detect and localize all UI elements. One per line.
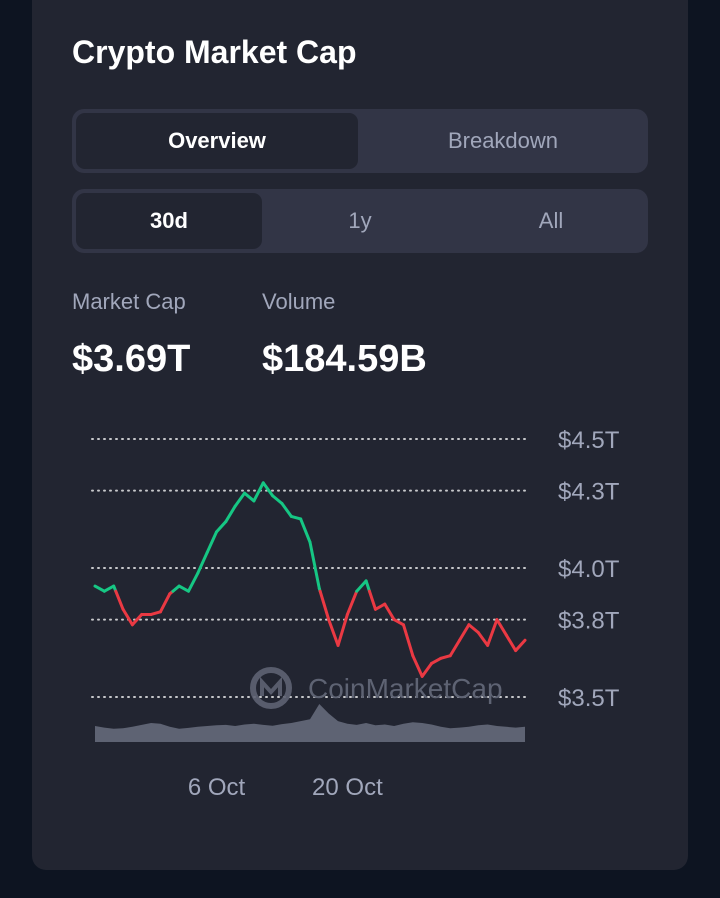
price-line-segment — [299, 517, 312, 544]
price-line-segment — [215, 520, 228, 534]
price-line-segment — [514, 638, 527, 653]
price-line-segment — [186, 571, 200, 593]
volume-label: Volume — [262, 289, 336, 314]
price-line-segment — [383, 602, 396, 622]
widget-title: Crypto Market Cap — [72, 34, 357, 70]
price-line-segment — [364, 579, 371, 593]
price-line-segment — [327, 618, 340, 647]
price-line-segment — [430, 656, 443, 665]
price-line-segment — [149, 610, 162, 616]
price-line-segment — [476, 631, 490, 647]
price-line-segment — [271, 494, 284, 505]
price-line-segment — [252, 481, 265, 503]
price-line-segment — [121, 607, 134, 627]
price-line-segment — [289, 514, 303, 521]
price-line-segment — [411, 654, 424, 678]
volume-value: $184.59B — [262, 338, 427, 380]
price-line-segment — [280, 502, 293, 518]
watermark-text: CoinMarketCap — [308, 673, 503, 704]
price-line-segment — [102, 584, 116, 593]
y-tick-label: $4.5T — [558, 427, 620, 454]
price-line-segment — [114, 589, 125, 611]
price-line-segment — [336, 612, 349, 647]
x-tick-label: 6 Oct — [188, 774, 246, 801]
view-tabs: Overview Breakdown — [72, 109, 648, 173]
price-line-segment — [420, 661, 434, 678]
price-line-segment — [486, 618, 499, 647]
volume-area — [95, 704, 525, 742]
price-line-segment — [177, 584, 190, 593]
price-line-segment — [504, 633, 518, 653]
price-line-segment — [345, 589, 359, 616]
price-line-segment — [233, 491, 247, 508]
price-line-segment — [318, 589, 331, 622]
price-line-segment — [467, 623, 480, 634]
range-all-button[interactable]: All — [538, 208, 564, 233]
price-line-segment — [261, 481, 275, 498]
market-cap-label: Market Cap — [72, 289, 186, 314]
price-line-segment — [367, 589, 377, 611]
price-line-segment — [224, 504, 237, 524]
price-line-segment — [439, 654, 452, 660]
y-tick-label: $3.8T — [558, 608, 620, 635]
price-line-segment — [205, 530, 219, 555]
y-tick-label: $3.5T — [558, 685, 620, 712]
price-line-segment — [401, 623, 415, 658]
price-line-segment — [93, 584, 106, 593]
range-selector: 30d 1y All — [72, 189, 648, 253]
price-line-segment — [392, 618, 405, 627]
y-tick-label: $4.0T — [558, 556, 620, 583]
price-line-segment — [308, 540, 321, 591]
tab-breakdown[interactable]: Breakdown — [447, 128, 559, 153]
market-cap-value: $3.69T — [72, 338, 191, 380]
price-line-segment — [158, 592, 172, 614]
range-30d-button[interactable]: 30d — [76, 193, 262, 249]
coinmarketcap-logo-icon — [250, 667, 292, 709]
price-line-segment — [130, 612, 144, 627]
tab-overview[interactable]: Overview — [76, 113, 358, 169]
price-line-segment — [243, 491, 256, 503]
price-line-segment — [448, 638, 462, 658]
range-1y-button[interactable]: 1y — [348, 208, 372, 233]
price-line-segment — [373, 602, 387, 611]
price-line-segment — [458, 623, 471, 642]
x-tick-label: 20 Oct — [312, 774, 383, 801]
price-line-segment — [495, 618, 508, 637]
price-line-segment — [355, 579, 368, 593]
price-line-segment — [196, 551, 209, 575]
y-tick-label: $4.3T — [558, 479, 620, 506]
